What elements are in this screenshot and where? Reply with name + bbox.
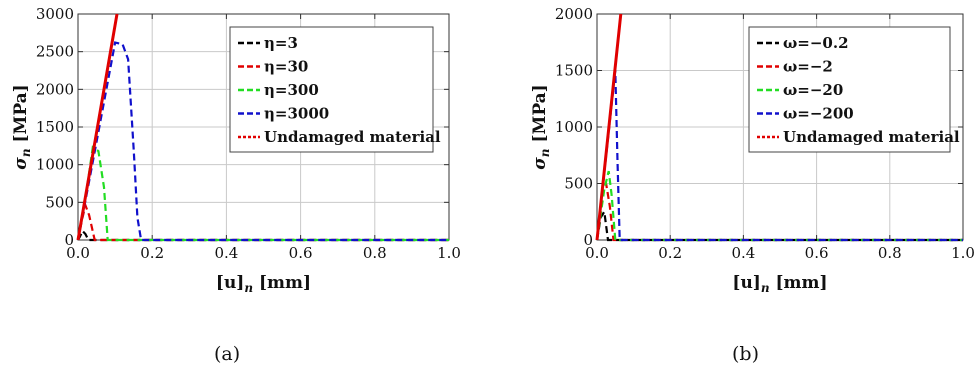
- series-line: [76, 13, 119, 241]
- x-tick-label: 0.6: [289, 244, 313, 262]
- panel-b-chart: 0.0 0.2 0.4 0.6 0.8 1.0 0 500 1000 1500 2000 [u]n […: [530, 5, 975, 295]
- legend-label: Undamaged material: [783, 128, 960, 146]
- y-tick-label: 2000: [555, 5, 593, 23]
- legend-label: η=30: [264, 58, 308, 76]
- legend-label: ω=−20: [783, 81, 843, 99]
- y-tick-label: 500: [564, 175, 593, 193]
- series-line: [76, 145, 449, 242]
- panel-b-caption: (b): [732, 343, 759, 365]
- x-tick-label: 0.0: [66, 244, 90, 262]
- y-axis-label: σn [MPa]: [11, 84, 33, 169]
- y-tick-label: 500: [45, 193, 74, 211]
- series-line: [595, 13, 623, 241]
- series-line: [595, 208, 963, 242]
- legend-label: ω=−200: [783, 105, 854, 123]
- x-tick-label: 0.8: [363, 244, 387, 262]
- x-tick-label: 0.2: [140, 244, 164, 262]
- y-tick-label: 3000: [36, 5, 74, 23]
- legend-label: η=300: [264, 81, 319, 99]
- x-tick-label: 0.6: [805, 244, 829, 262]
- y-tick-label: 2500: [36, 43, 74, 61]
- series-line: [595, 183, 963, 242]
- legend-label: η=3: [264, 34, 298, 52]
- x-tick-label: 0.4: [731, 244, 755, 262]
- panel-a-caption: (a): [214, 343, 241, 365]
- x-tick-label: 0.4: [214, 244, 238, 262]
- y-tick-label: 1500: [36, 118, 74, 136]
- legend-label: ω=−2: [783, 58, 833, 76]
- series-line: [595, 70, 963, 242]
- y-axis-label: σn [MPa]: [530, 84, 552, 169]
- x-tick-label: 1.0: [951, 244, 975, 262]
- legend-box: [229, 26, 434, 153]
- panel-a-chart: 0.0 0.2 0.4 0.6 0.8 1.0 0 500 1000 1500 2000 2500 30…: [11, 5, 461, 295]
- series-line: [77, 229, 449, 242]
- y-tick-label: 1000: [36, 156, 74, 174]
- x-axis-label: [u]n [mm]: [216, 273, 311, 295]
- y-tick-label: 0: [583, 231, 593, 249]
- series-line: [76, 201, 449, 242]
- y-tick-label: 1000: [555, 118, 593, 136]
- legend-label: ω=−0.2: [783, 34, 849, 52]
- series-line: [595, 170, 963, 242]
- x-tick-label: 0.2: [658, 244, 682, 262]
- x-axis-label: [u]n [mm]: [732, 273, 827, 295]
- x-tick-label: 1.0: [437, 244, 461, 262]
- y-tick-label: 2000: [36, 80, 74, 98]
- x-tick-label: 0.8: [878, 244, 902, 262]
- x-tick-label: 0.0: [585, 244, 609, 262]
- legend-label: η=3000: [264, 105, 329, 123]
- y-tick-label: 1500: [555, 62, 593, 80]
- legend-box: [748, 26, 951, 153]
- y-tick-label: 0: [64, 231, 74, 249]
- series-line: [76, 41, 449, 242]
- legend-label: Undamaged material: [264, 128, 441, 146]
